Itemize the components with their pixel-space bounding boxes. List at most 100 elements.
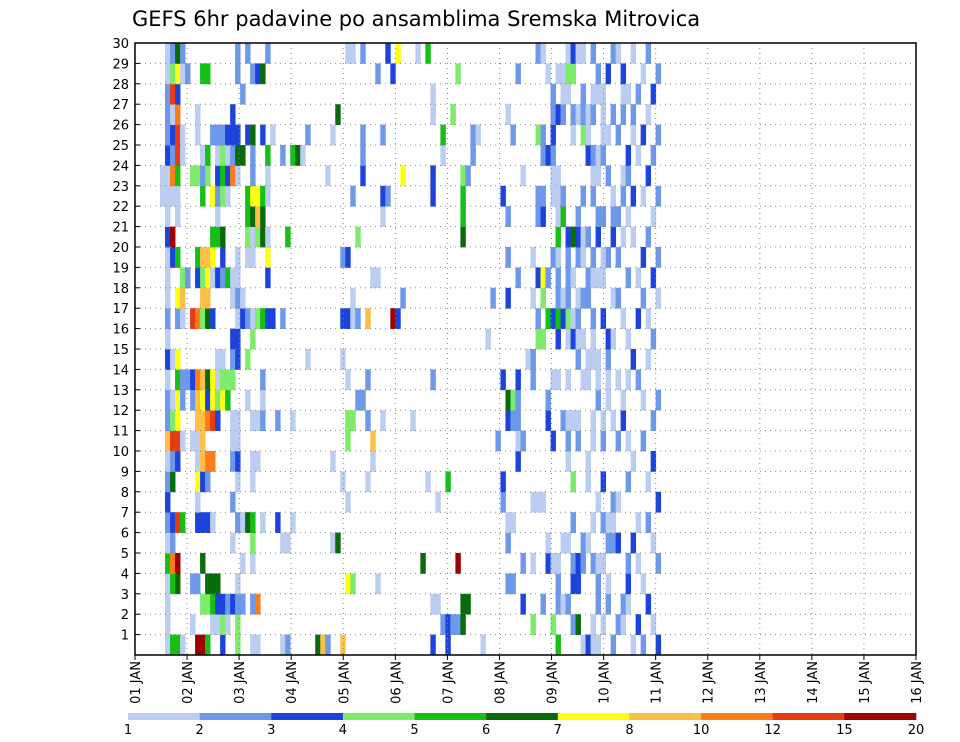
heatmap-cell bbox=[545, 532, 551, 554]
heatmap-cell bbox=[210, 308, 216, 329]
heatmap-cell bbox=[565, 43, 571, 64]
heatmap-cell bbox=[200, 287, 206, 309]
heatmap-cell bbox=[190, 389, 196, 411]
heatmap-cell bbox=[165, 532, 171, 554]
heatmap-cell bbox=[165, 124, 171, 146]
heatmap-cell bbox=[555, 553, 561, 574]
heatmap-cell bbox=[630, 451, 637, 472]
heatmap-cell bbox=[500, 471, 506, 493]
heatmap-cell bbox=[580, 328, 586, 350]
heatmap-cell bbox=[370, 451, 376, 472]
heatmap-cell bbox=[545, 308, 551, 329]
heatmap-cell bbox=[240, 83, 246, 105]
heatmap-cell bbox=[525, 349, 531, 370]
heatmap-cell bbox=[230, 267, 236, 289]
heatmap-cell bbox=[655, 63, 662, 85]
heatmap-cell bbox=[385, 185, 391, 207]
x-tick-label: 08 JAN bbox=[494, 661, 509, 704]
heatmap-cell bbox=[565, 369, 571, 391]
heatmap-cell bbox=[170, 226, 176, 248]
heatmap-cell bbox=[570, 104, 576, 125]
heatmap-cell bbox=[200, 451, 206, 472]
heatmap-cell bbox=[260, 389, 266, 411]
heatmap-cell bbox=[215, 226, 221, 248]
heatmap-cell bbox=[205, 165, 211, 187]
heatmap-cell bbox=[195, 267, 201, 289]
heatmap-cell bbox=[200, 430, 206, 452]
heatmap-cell bbox=[610, 532, 617, 554]
heatmap-cell bbox=[640, 124, 647, 146]
heatmap-cell bbox=[175, 165, 181, 187]
heatmap-cell bbox=[210, 451, 216, 472]
heatmap-cell bbox=[165, 593, 171, 615]
heatmap-cell bbox=[625, 573, 632, 595]
heatmap-cell bbox=[655, 185, 662, 207]
heatmap-cell bbox=[585, 369, 591, 391]
heatmap-cell bbox=[165, 634, 171, 656]
heatmap-cell bbox=[255, 63, 261, 85]
heatmap-cell bbox=[640, 389, 647, 411]
heatmap-cell bbox=[250, 512, 256, 533]
y-tick-label: 30 bbox=[112, 37, 129, 52]
heatmap-cell bbox=[230, 593, 236, 615]
x-axis: 01 JAN 02 JAN 03 JAN 04 JAN 05 JAN 06 JAN 07 J… bbox=[129, 655, 925, 704]
heatmap-cell bbox=[490, 287, 496, 309]
heatmap-cell bbox=[610, 512, 617, 533]
x-tick-label: 14 JAN bbox=[806, 661, 821, 704]
heatmap-cell bbox=[555, 165, 561, 187]
heatmap-cell bbox=[250, 226, 256, 248]
heatmap-cell bbox=[165, 614, 171, 635]
heatmap-cell bbox=[630, 532, 637, 554]
x-tick-label: 11 JAN bbox=[650, 661, 665, 704]
heatmap-cell bbox=[535, 206, 541, 227]
heatmap-cell bbox=[220, 634, 226, 656]
y-tick-label: 29 bbox=[112, 57, 129, 72]
heatmap-cell bbox=[510, 389, 516, 411]
heatmap-cell bbox=[505, 247, 511, 268]
heatmap-cell bbox=[630, 104, 637, 125]
heatmap-cell bbox=[260, 63, 266, 85]
heatmap-cell bbox=[225, 267, 231, 289]
heatmap-cell bbox=[650, 451, 657, 472]
heatmap-cell bbox=[205, 512, 211, 533]
heatmap-cell bbox=[510, 573, 516, 595]
heatmap-cell bbox=[190, 369, 196, 391]
y-tick-label: 27 bbox=[112, 98, 129, 113]
colorbar-label: 6 bbox=[482, 723, 490, 738]
heatmap-cell bbox=[555, 206, 561, 227]
heatmap-cell bbox=[435, 593, 441, 615]
heatmap-cell bbox=[625, 165, 632, 187]
heatmap-cell bbox=[520, 553, 526, 574]
heatmap-cell bbox=[535, 328, 541, 350]
heatmap-cell bbox=[350, 573, 356, 595]
heatmap-cell bbox=[620, 185, 627, 207]
heatmap-cell bbox=[170, 634, 176, 656]
heatmap-cell bbox=[625, 553, 632, 574]
heatmap-cell bbox=[600, 145, 607, 166]
heatmap-cell bbox=[175, 63, 181, 85]
heatmap-cell bbox=[250, 145, 256, 166]
heatmap-cell bbox=[180, 43, 186, 64]
heatmap-cell bbox=[630, 634, 637, 656]
heatmap-cell bbox=[505, 206, 511, 227]
heatmap-cell bbox=[520, 165, 526, 187]
heatmap-cell bbox=[445, 634, 451, 656]
heatmap-cell bbox=[515, 410, 521, 431]
heatmap-cell bbox=[345, 573, 351, 595]
heatmap-cell bbox=[290, 145, 296, 166]
heatmap-cell bbox=[625, 471, 632, 493]
heatmap-cell bbox=[235, 43, 241, 64]
heatmap-cell bbox=[555, 308, 561, 329]
heatmap-cell bbox=[655, 389, 662, 411]
y-tick-label: 13 bbox=[112, 384, 129, 399]
heatmap-cell bbox=[185, 63, 191, 85]
heatmap-cell bbox=[655, 287, 662, 309]
heatmap-cell bbox=[390, 63, 396, 85]
heatmap-cell bbox=[640, 287, 647, 309]
heatmap-cell bbox=[595, 369, 601, 391]
heatmap-cell bbox=[165, 267, 171, 289]
heatmap-cell bbox=[635, 145, 642, 166]
heatmap-cell bbox=[570, 328, 576, 350]
heatmap-cell bbox=[625, 145, 632, 166]
heatmap-cell bbox=[580, 247, 586, 268]
